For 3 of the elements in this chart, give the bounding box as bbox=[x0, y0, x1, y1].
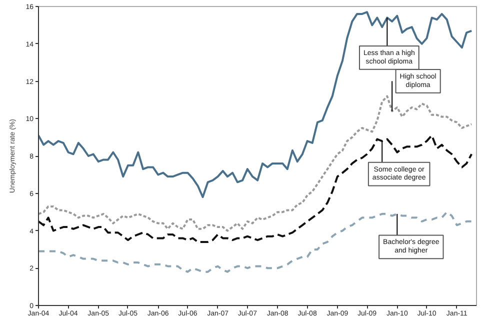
line-series bbox=[38, 95, 473, 232]
line-series bbox=[38, 211, 473, 273]
line-series bbox=[38, 11, 473, 198]
